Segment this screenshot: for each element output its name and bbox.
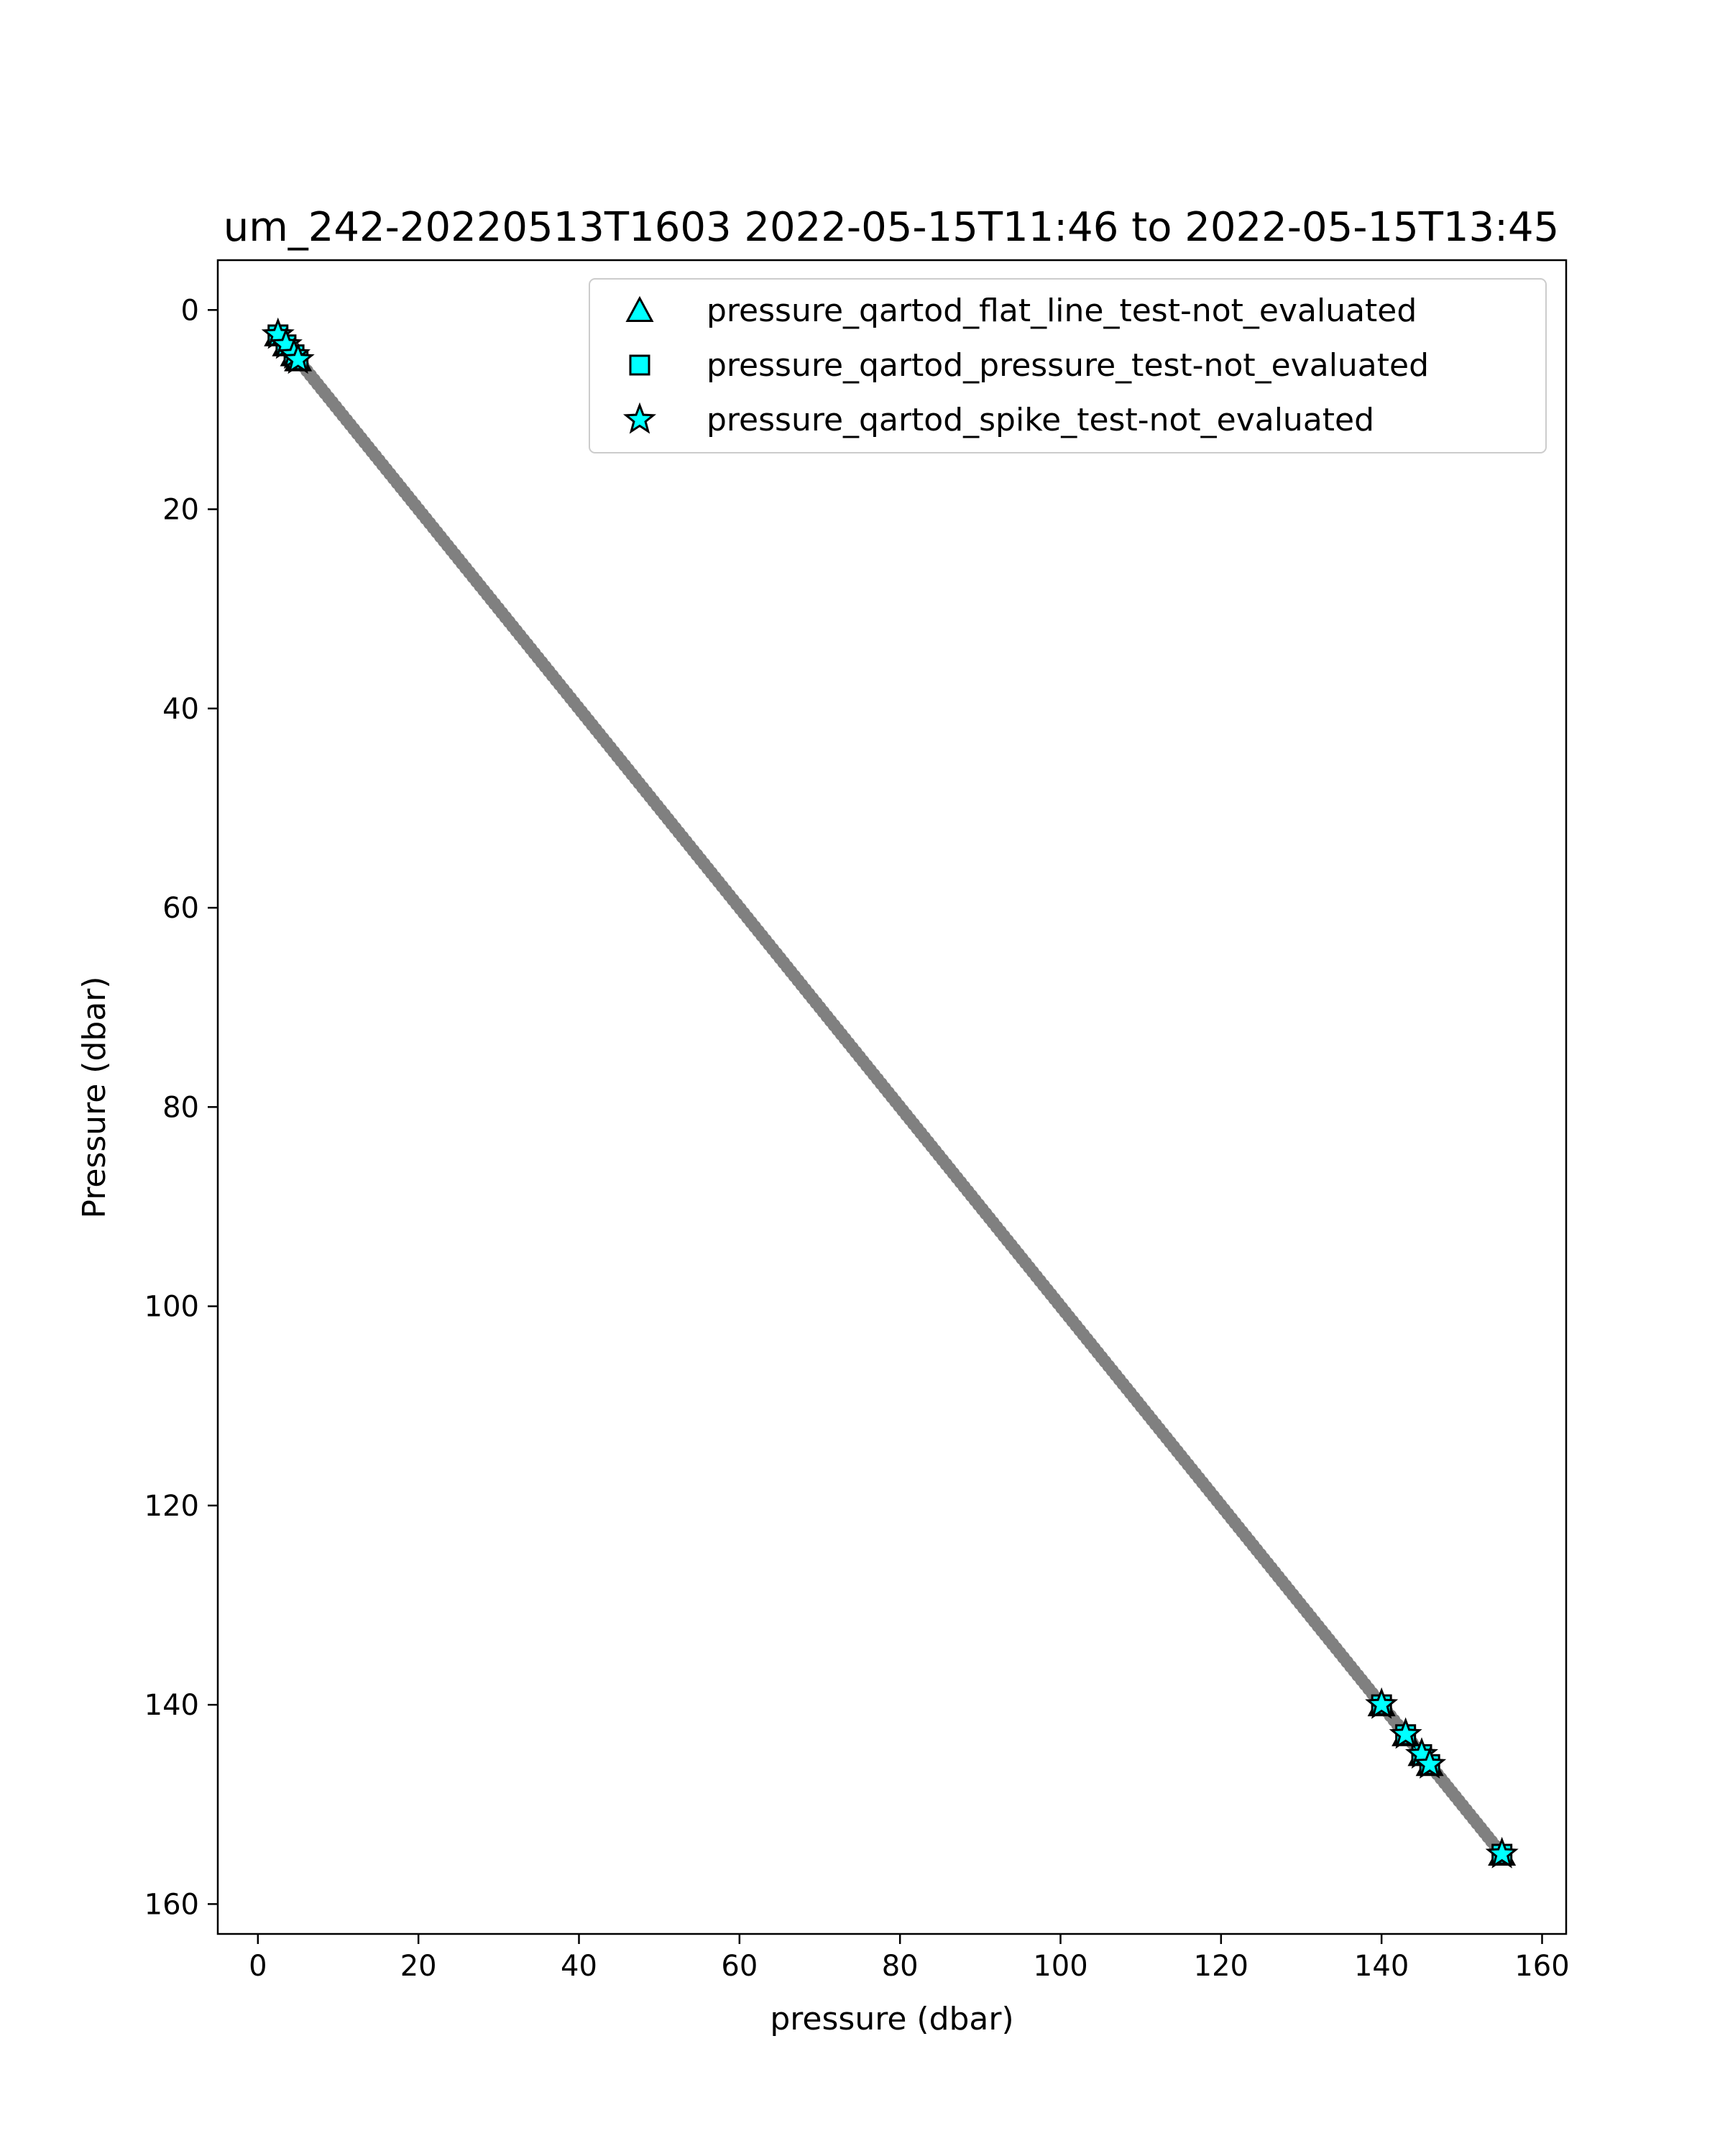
x-tick-label: 60 <box>721 1950 758 1983</box>
x-tick-label: 80 <box>882 1950 919 1983</box>
y-tick-label: 40 <box>162 693 199 726</box>
y-tick-label: 100 <box>144 1291 199 1324</box>
legend-entry-label: pressure_qartod_flat_line_test-not_evalu… <box>707 292 1417 329</box>
y-axis-label: Pressure (dbar) <box>76 976 113 1218</box>
y-tick-label: 80 <box>162 1091 199 1124</box>
flag-layer <box>261 317 1519 1869</box>
star-point <box>1413 1747 1447 1779</box>
legend-triangle-marker <box>625 295 654 322</box>
legend: pressure_qartod_flat_line_test-not_evalu… <box>589 278 1547 453</box>
y-axis: 0 20 40 60 80 100 120 140 160 <box>144 294 218 1921</box>
profile-layer <box>271 328 1513 1866</box>
star-point <box>281 342 315 374</box>
legend-star-marker <box>622 402 657 434</box>
x-tick-label: 0 <box>249 1950 267 1983</box>
legend-square-marker <box>629 354 650 376</box>
x-tick-label: 140 <box>1354 1950 1409 1983</box>
legend-entry-label: pressure_qartod_spike_test-not_evaluated <box>707 402 1374 438</box>
x-tick-label: 100 <box>1033 1950 1087 1983</box>
x-tick-label: 40 <box>561 1950 597 1983</box>
star-point <box>1485 1836 1519 1869</box>
x-axis: 0 20 40 60 80 100 120 140 160 <box>249 1934 1570 1983</box>
x-tick-label: 120 <box>1194 1950 1248 1983</box>
y-tick-label: 160 <box>144 1888 199 1921</box>
series-star <box>261 317 1519 1869</box>
legend-entries: pressure_qartod_flat_line_test-not_evalu… <box>622 292 1429 438</box>
star-point <box>1389 1717 1422 1749</box>
x-tick-label: 160 <box>1514 1950 1569 1983</box>
star-point <box>1365 1687 1399 1719</box>
y-tick-label: 20 <box>162 494 199 527</box>
plot-frame <box>216 259 1568 1935</box>
legend-frame <box>589 278 1547 453</box>
chart-title: um_242-20220513T1603 2022-05-15T11:46 to… <box>224 204 1560 251</box>
y-tick-label: 60 <box>162 892 199 925</box>
legend-entry-label: pressure_qartod_pressure_test-not_evalua… <box>707 347 1429 384</box>
y-tick-label: 0 <box>181 294 199 327</box>
x-axis-label: pressure (dbar) <box>770 2001 1013 2037</box>
x-tick-label: 20 <box>400 1950 437 1983</box>
y-tick-label: 120 <box>144 1490 199 1523</box>
y-tick-label: 140 <box>144 1689 199 1722</box>
